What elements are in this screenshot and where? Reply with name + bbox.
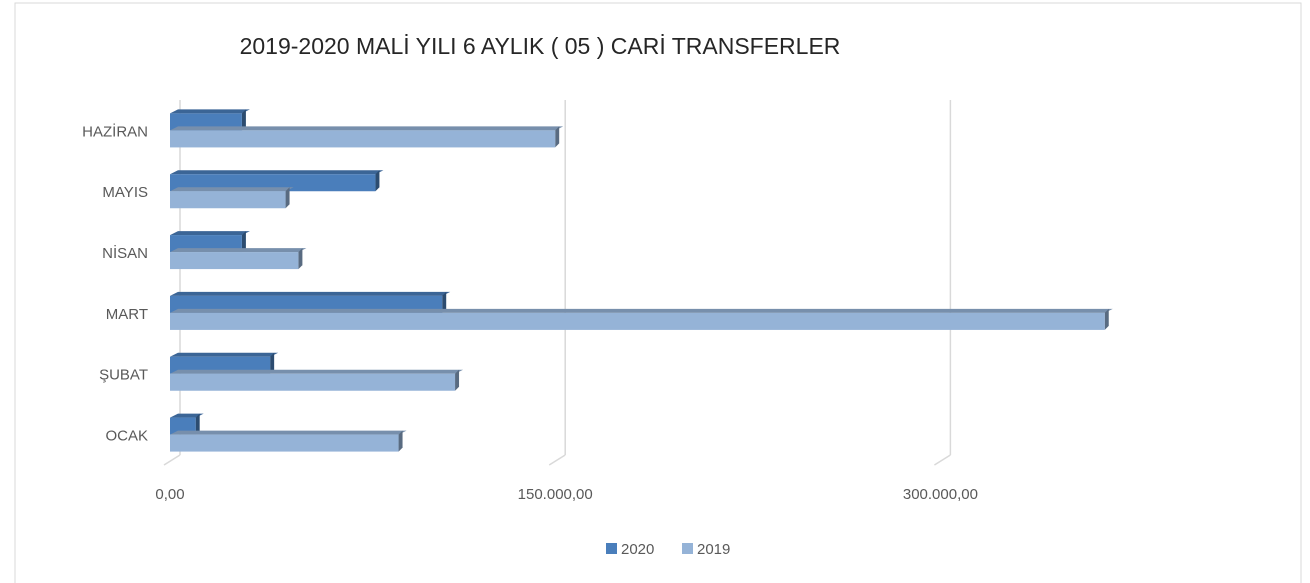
bar-side bbox=[285, 187, 290, 209]
bar-top bbox=[170, 248, 307, 253]
grid-line-depth bbox=[548, 454, 566, 466]
y-tick-label: HAZİRAN bbox=[82, 122, 148, 140]
bar bbox=[170, 417, 196, 435]
bar bbox=[170, 113, 242, 131]
bar-top bbox=[170, 109, 250, 114]
bar-top bbox=[170, 413, 204, 418]
bar-side bbox=[241, 231, 246, 253]
x-tick-label: 0,00 bbox=[155, 486, 184, 503]
y-tick-label: NİSAN bbox=[102, 244, 148, 262]
bar bbox=[170, 130, 556, 148]
bar-side bbox=[398, 430, 403, 452]
grid-line-depth bbox=[934, 454, 951, 466]
bar bbox=[170, 191, 286, 209]
y-tick-label: ŞUBAT bbox=[99, 367, 148, 384]
y-tick-label: OCAK bbox=[105, 428, 148, 445]
bar-top bbox=[170, 170, 384, 175]
bar-top bbox=[170, 430, 407, 435]
bar-side bbox=[270, 352, 275, 374]
legend-label: 2019 bbox=[697, 541, 730, 558]
bar-side bbox=[1104, 308, 1109, 330]
bar-side bbox=[442, 291, 447, 313]
bar-top bbox=[170, 308, 1113, 313]
bar-side bbox=[375, 170, 380, 192]
bar-side bbox=[555, 126, 560, 148]
x-tick-label: 300.000,00 bbox=[903, 486, 978, 503]
bar bbox=[170, 356, 271, 374]
bar bbox=[170, 295, 443, 313]
bar bbox=[170, 434, 399, 452]
bar bbox=[170, 174, 376, 192]
bar bbox=[170, 252, 299, 270]
legend-swatch bbox=[682, 543, 693, 554]
legend-label: 2020 bbox=[621, 541, 654, 558]
bar-top bbox=[170, 231, 250, 236]
grid-line-depth bbox=[163, 454, 181, 466]
bar bbox=[170, 373, 456, 391]
bar bbox=[170, 235, 242, 253]
bar-top bbox=[170, 187, 294, 192]
y-tick-label: MART bbox=[106, 306, 148, 323]
legend-swatch bbox=[606, 543, 617, 554]
bar-side bbox=[455, 369, 460, 391]
x-tick-label: 150.000,00 bbox=[518, 486, 593, 503]
y-tick-label: MAYIS bbox=[102, 184, 148, 201]
bar-side bbox=[241, 109, 246, 131]
bar-top bbox=[170, 352, 279, 357]
bar-top bbox=[170, 369, 464, 374]
bar bbox=[170, 312, 1105, 330]
bar-side bbox=[195, 413, 200, 435]
bar-side bbox=[298, 248, 303, 270]
bar-top bbox=[170, 291, 451, 296]
chart-title: 2019-2020 MALİ YILI 6 AYLIK ( 05 ) CARİ … bbox=[240, 33, 841, 59]
bar-top bbox=[170, 126, 564, 131]
